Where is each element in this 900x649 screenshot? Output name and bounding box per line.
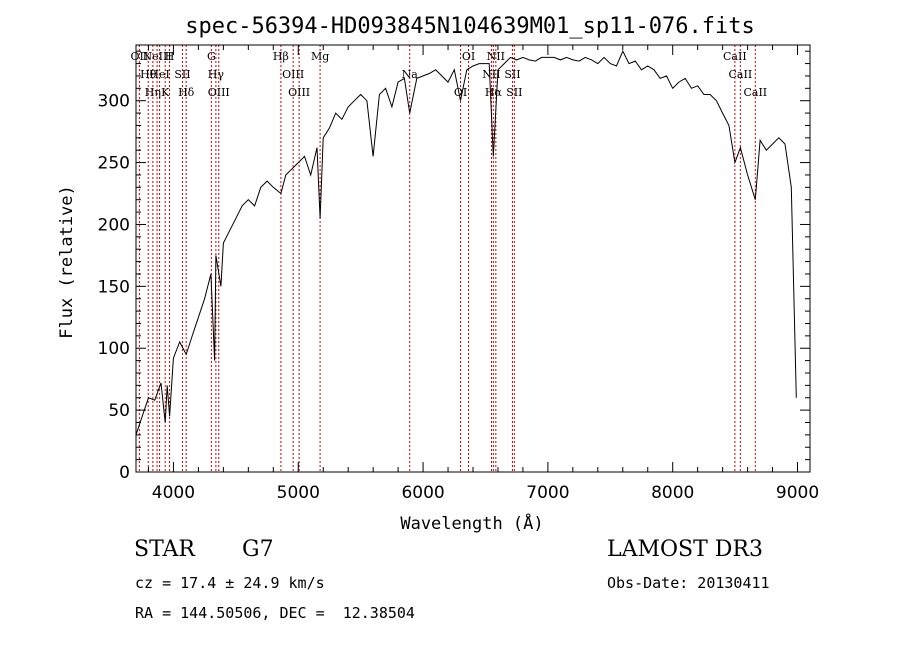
x-tick-label: 9000 [776,483,819,503]
x-axis-label: Wavelength (Å) [400,512,543,534]
line-label: OIII [282,68,304,81]
spectral-subclass: G7 [242,537,274,562]
line-label: SII [506,86,522,99]
line-label: CaII [723,50,747,63]
chart-title: spec-56394-HD093845N104639M01_sp11-076.f… [185,14,755,39]
y-tick-label: 0 [119,463,130,483]
line-label: OI [462,50,475,63]
x-tick-label: 6000 [401,483,444,503]
observation-date: Obs-Date: 20130411 [607,574,770,592]
y-axis-label: Flux (relative) [57,185,77,339]
plot-frame [135,44,811,473]
y-tick-label: 250 [98,154,130,174]
line-label: Hη [145,86,161,99]
line-label: Hδ [178,86,195,99]
line-label: NeIII [143,50,172,63]
spectrum-line [135,50,797,436]
line-label: CaII [729,68,753,81]
line-label: Hγ [208,68,225,81]
axes: 4000 5000 6000 7000 8000 9000 0 50 100 150 200 250 3… [98,45,819,503]
line-label: NII [487,50,505,63]
line-markers [138,45,756,472]
line-label: HeI [149,68,169,81]
line-label: OIII [208,86,230,99]
line-label: OI [454,86,467,99]
y-tick-label: 150 [98,277,130,297]
x-tick-label: 5000 [277,483,320,503]
line-labels: OII Hθ Hη NeIII HeI K H SII Hδ G Hγ OIII Hβ OIII OIII M… [131,50,768,99]
line-label: K [161,86,170,99]
line-label: NII [482,68,500,81]
line-label: Hα [485,86,503,99]
line-label: SII [504,68,520,81]
line-label: H [165,50,175,63]
line-label: OII [131,50,149,63]
y-tick-label: 300 [98,92,130,112]
line-label: Hβ [273,50,289,63]
line-label: SII [174,68,190,81]
x-tick-label: 7000 [526,483,569,503]
survey-name: LAMOST DR3 [607,537,763,562]
line-label: G [207,50,216,63]
line-label: Hθ [140,68,157,81]
x-tick-label: 4000 [152,483,195,503]
ra-dec: RA = 144.50506, DEC = 12.38504 [135,604,415,622]
line-label: Na [402,68,419,81]
line-label: Mg [311,50,329,63]
y-tick-label: 50 [108,401,130,421]
object-class: STAR [134,537,195,562]
redshift-cz: cz = 17.4 ± 24.9 km/s [135,574,325,592]
line-label: OIII [288,86,310,99]
y-tick-label: 200 [98,215,130,235]
y-tick-label: 100 [98,339,130,359]
line-label: CaII [743,86,767,99]
x-tick-label: 8000 [651,483,694,503]
